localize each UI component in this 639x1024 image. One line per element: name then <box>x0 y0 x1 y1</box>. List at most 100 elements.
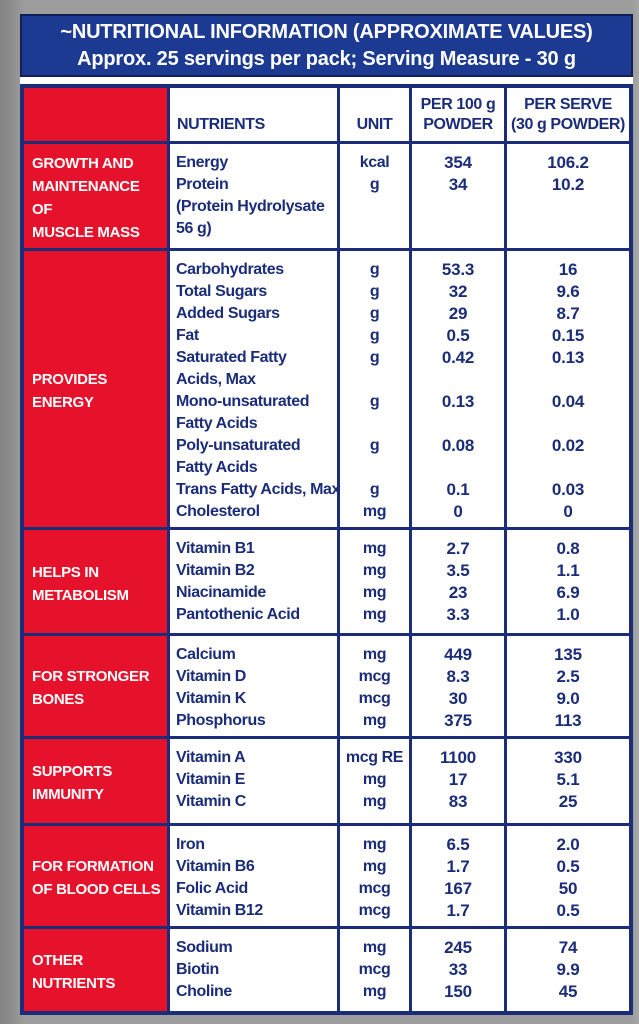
per-serve-value <box>507 218 629 240</box>
per-serve-value: 50 <box>558 879 578 898</box>
per-100g-value: 3.5 <box>446 561 470 580</box>
category-label-line: BONES <box>32 691 84 708</box>
unit-cell: mg mg mcg mcg <box>340 826 412 926</box>
category-label-line: METABOLISM <box>32 586 129 604</box>
banner-serving-info: Approx. 25 servings per pack; Serving Me… <box>77 48 576 70</box>
unit-cell: mg mg mg mg <box>340 530 412 633</box>
nutrient-name: Total Sugars <box>176 283 267 300</box>
per-serve-cell: 0.8 1.1 6.9 1.0 <box>507 530 629 633</box>
per-100g-value: 33 <box>448 960 468 979</box>
per-serve-value: 0.02 <box>551 436 585 455</box>
per-serve-value <box>507 369 629 391</box>
table-section-row: PROVIDES ENERGY Carbohydrates Total Sugars A… <box>24 251 629 530</box>
table-section-row: GROWTH AND MAINTENANCE OF MUSCLE MASS Energ… <box>24 144 629 251</box>
per-100g-cell: 1100 17 83 <box>412 739 507 823</box>
category-cell: PROVIDES ENERGY <box>24 251 170 527</box>
nutrients-column-header: NUTRIENTS <box>170 88 340 141</box>
per-serve-header-line1: PER SERVE <box>524 96 612 113</box>
per-100g-value: 30 <box>448 689 468 708</box>
per-100g-cell: 53.3 32 29 0.5 0.42 0.13 0.08 0.1 0 <box>412 251 507 527</box>
nutrient-name: Vitamin B12 <box>176 902 263 919</box>
per-100g-value: 1.7 <box>446 857 470 876</box>
per-100g-value: 167 <box>444 879 472 898</box>
title-banner: ~NUTRITIONAL INFORMATION (APPROXIMATE VA… <box>20 14 633 77</box>
per-100g-cell: 449 8.3 30 375 <box>412 636 507 736</box>
nutrient-name: Acids, Max <box>176 371 256 388</box>
category-cell: HELPS IN METABOLISM <box>24 530 170 633</box>
nutrient-name: Folic Acid <box>176 880 248 897</box>
unit-value: mcg <box>358 668 391 685</box>
nutrient-cell: Sodium Biotin Choline <box>170 929 340 1011</box>
unit-value: g <box>369 393 380 410</box>
unit-value: mcg RE <box>345 749 404 766</box>
per-serve-value: 45 <box>558 982 578 1001</box>
per-100g-value: 8.3 <box>446 667 470 686</box>
per-serve-cell: 16 9.6 8.7 0.15 0.13 0.04 0.02 0.03 0 <box>507 251 629 527</box>
per-100g-value <box>412 457 504 479</box>
per-100g-value: 375 <box>444 711 472 730</box>
unit-cell: kcal g <box>340 144 412 248</box>
unit-value: mg <box>362 836 387 853</box>
nutrient-cell: Iron Vitamin B6 Folic Acid Vitamin B12 <box>170 826 340 926</box>
unit-cell: mg mcg mcg mg <box>340 636 412 736</box>
per-serve-value: 0 <box>563 502 573 521</box>
per-serve-value: 0.15 <box>551 326 585 345</box>
per-100g-value: 1.7 <box>446 901 470 920</box>
unit-value: mg <box>362 939 387 956</box>
unit-value: mg <box>362 562 387 579</box>
nutrient-name: Protein <box>176 176 229 193</box>
per-serve-value: 106.2 <box>547 153 589 172</box>
per-serve-value: 330 <box>554 748 582 767</box>
per-serve-value: 9.0 <box>556 689 580 708</box>
per-serve-value: 1.0 <box>556 605 580 624</box>
per-100g-value: 23 <box>448 583 468 602</box>
unit-value: g <box>369 176 380 193</box>
per-serve-value <box>507 196 629 218</box>
table-section-row: FOR STRONGER BONES Calcium Vitamin D Vitamin… <box>24 636 629 739</box>
per-100g-value <box>412 413 504 435</box>
category-cell: FOR STRONGER BONES <box>24 636 170 736</box>
per-serve-value: 0.13 <box>551 348 585 367</box>
per-100g-value: 0 <box>453 502 463 521</box>
per-serve-cell: 2.0 0.5 50 0.5 <box>507 826 629 926</box>
per-serve-value: 74 <box>558 938 578 957</box>
per-serve-value: 2.5 <box>556 667 580 686</box>
per-100g-value: 34 <box>448 175 468 194</box>
unit-value: mg <box>362 540 387 557</box>
nutrient-name: Added Sugars <box>176 305 280 322</box>
banner-title: ~NUTRITIONAL INFORMATION (APPROXIMATE VA… <box>60 21 593 43</box>
per-serve-value: 8.7 <box>556 304 580 323</box>
per-100g-value: 150 <box>444 982 472 1001</box>
nutrient-name: Energy <box>176 154 228 171</box>
nutrient-name: Pantothenic Acid <box>176 606 300 623</box>
per-100g-cell: 245 33 150 <box>412 929 507 1011</box>
nutrition-table: NUTRIENTS UNIT PER 100 g POWDER PER SERV… <box>20 84 633 1015</box>
nutrient-name: Calcium <box>176 646 236 663</box>
nutrient-name: Carbohydrates <box>176 261 284 278</box>
nutrient-name: Mono-unsaturated <box>176 393 310 410</box>
category-header-cell <box>24 88 170 141</box>
category-label-line: SUPPORTS <box>32 763 113 780</box>
label-content: ~NUTRITIONAL INFORMATION (APPROXIMATE VA… <box>20 14 633 1015</box>
category-label-line: GROWTH AND <box>32 155 134 172</box>
unit-value: mg <box>362 503 387 520</box>
category-cell: SUPPORTS IMMUNITY <box>24 739 170 823</box>
nutrient-name: Vitamin B2 <box>176 562 255 579</box>
per-100g-value: 1100 <box>439 748 477 767</box>
nutrient-name: Trans Fatty Acids, Max <box>176 481 340 498</box>
unit-value <box>340 413 409 435</box>
category-label-line: IMMUNITY <box>32 786 104 803</box>
per-serve-value: 10.2 <box>551 175 585 194</box>
unit-value <box>340 457 409 479</box>
table-section-row: OTHER NUTRIENTS Sodium Biotin Choline mg mcg mg… <box>24 929 629 1011</box>
nutrient-cell: Energy Protein (Protein Hydrolysate 56 g) <box>170 144 340 248</box>
per-100g-value: 0.13 <box>441 392 475 411</box>
per-serve-value: 6.9 <box>556 583 580 602</box>
category-label-line: FOR FORMATION <box>32 858 154 875</box>
table-section-row: FOR FORMATION OF BLOOD CELLS Iron Vitamin B… <box>24 826 629 929</box>
per-100g-cell: 6.5 1.7 167 1.7 <box>412 826 507 926</box>
unit-value: mg <box>362 712 387 729</box>
nutrient-name: Sodium <box>176 939 233 956</box>
per-serve-value: 0.03 <box>551 480 585 499</box>
